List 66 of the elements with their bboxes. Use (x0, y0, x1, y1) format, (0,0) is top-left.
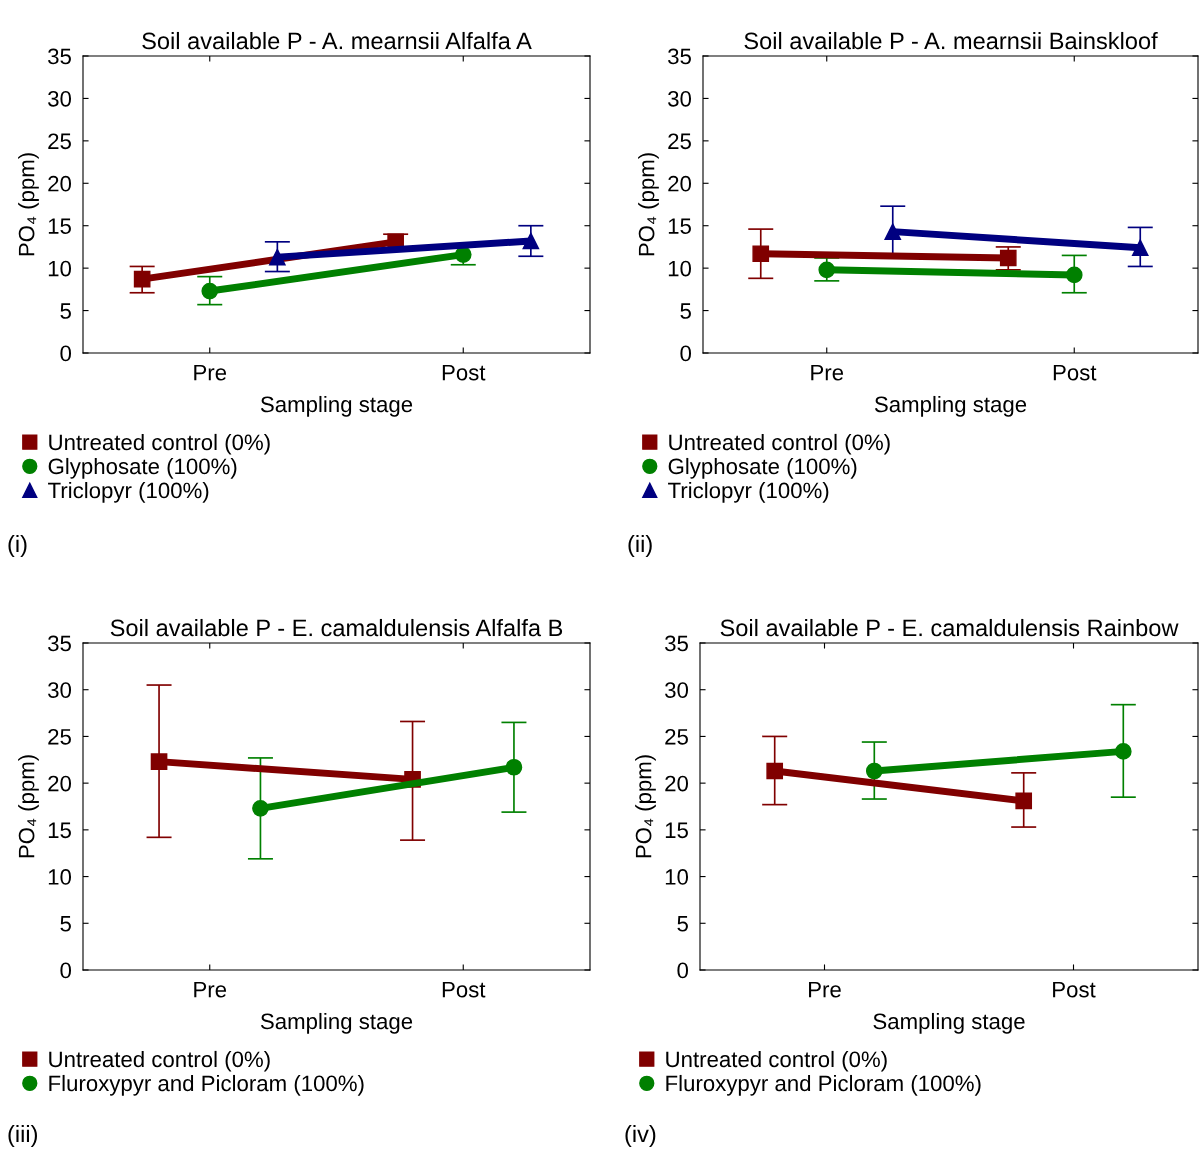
legend-label: Untreated control (0%) (49, 1050, 270, 1072)
y-tick-label: 20 (48, 175, 72, 192)
legend-label: Untreated control (0%) (666, 1050, 887, 1072)
x-tick-label: Post (1053, 981, 1096, 998)
legend-label: Untreated control (0%) (49, 433, 270, 455)
legend-label: Glyphosate (100%) (668, 457, 857, 479)
y-tick-label: 5 (677, 916, 688, 932)
y-tick-label: 15 (48, 822, 71, 839)
y-tick-label: 0 (60, 345, 72, 362)
x-axis-title: Sampling stage (874, 395, 1027, 417)
y-tick-label: 20 (668, 175, 692, 192)
chart-title: Soil available P - E. camaldulensis Rainbow (720, 618, 1179, 637)
x-tick-label: Post (1053, 364, 1097, 381)
y-tick-label: 0 (677, 962, 689, 979)
x-tick-label: Post (442, 364, 486, 381)
y-tick-label: 5 (60, 303, 71, 319)
y-tick-label: 30 (665, 682, 689, 698)
chart-title: Soil available P - A. mearnsii Alfalfa A (142, 31, 532, 50)
legend-label: Glyphosate (100%) (48, 457, 237, 479)
text: (ii) (628, 534, 652, 557)
text: (iii) (8, 1124, 37, 1147)
y-tick-label: 30 (48, 90, 72, 107)
y-axis-title: PO₄ (ppm) (18, 755, 39, 858)
x-axis-title: Sampling stage (873, 1012, 1025, 1034)
y-tick-label: 5 (680, 303, 691, 319)
x-axis-title: Sampling stage (260, 395, 413, 417)
y-tick-label: 15 (665, 822, 688, 839)
y-tick-label: 25 (665, 728, 688, 745)
x-axis-title: Sampling stage (260, 1012, 413, 1034)
y-tick-label: 0 (60, 962, 72, 979)
text: (i) (8, 534, 27, 557)
y-tick-label: 0 (680, 345, 692, 362)
text: (iv) (625, 1124, 656, 1147)
legend-label: Fluroxypyr and Picloram (100%) (49, 1074, 364, 1096)
y-tick-label: 35 (668, 48, 691, 65)
y-tick-label: 35 (48, 635, 71, 652)
legend-label: Triclopyr (100%) (48, 481, 209, 503)
y-tick-label: 35 (48, 48, 71, 65)
y-tick-label: 15 (48, 218, 71, 234)
y-axis-title: PO₄ (ppm) (638, 153, 659, 256)
y-tick-label: 20 (665, 775, 689, 792)
y-axis-title: PO₄ (ppm) (635, 755, 656, 858)
x-tick-label: Pre (194, 981, 227, 998)
x-tick-label: Pre (809, 981, 841, 998)
legend-label: Untreated control (0%) (669, 433, 890, 455)
y-tick-label: 25 (48, 133, 71, 150)
y-tick-label: 20 (48, 775, 72, 792)
y-axis-title: PO₄ (ppm) (18, 153, 39, 256)
x-tick-label: Pre (194, 364, 227, 381)
x-tick-label: Pre (811, 364, 844, 381)
chart-title: Soil available P - E. camaldulensis Alfalfa B (110, 618, 563, 637)
y-tick-label: 10 (48, 869, 72, 885)
y-tick-label: 10 (668, 260, 692, 277)
y-tick-label: 30 (668, 90, 692, 107)
y-tick-label: 10 (665, 869, 689, 885)
y-tick-label: 10 (48, 260, 72, 277)
y-tick-label: 5 (60, 916, 71, 932)
y-tick-label: 25 (668, 133, 691, 150)
y-tick-label: 25 (48, 728, 71, 745)
y-tick-label: 15 (668, 218, 691, 234)
legend-label: Triclopyr (100%) (668, 481, 829, 503)
y-tick-label: 35 (665, 635, 688, 652)
x-tick-label: Post (442, 981, 486, 998)
legend-label: Fluroxypyr and Picloram (100%) (666, 1074, 981, 1096)
y-tick-label: 30 (48, 682, 72, 698)
chart-title: Soil available P - A. mearnsii Bainskloof (744, 31, 1158, 50)
